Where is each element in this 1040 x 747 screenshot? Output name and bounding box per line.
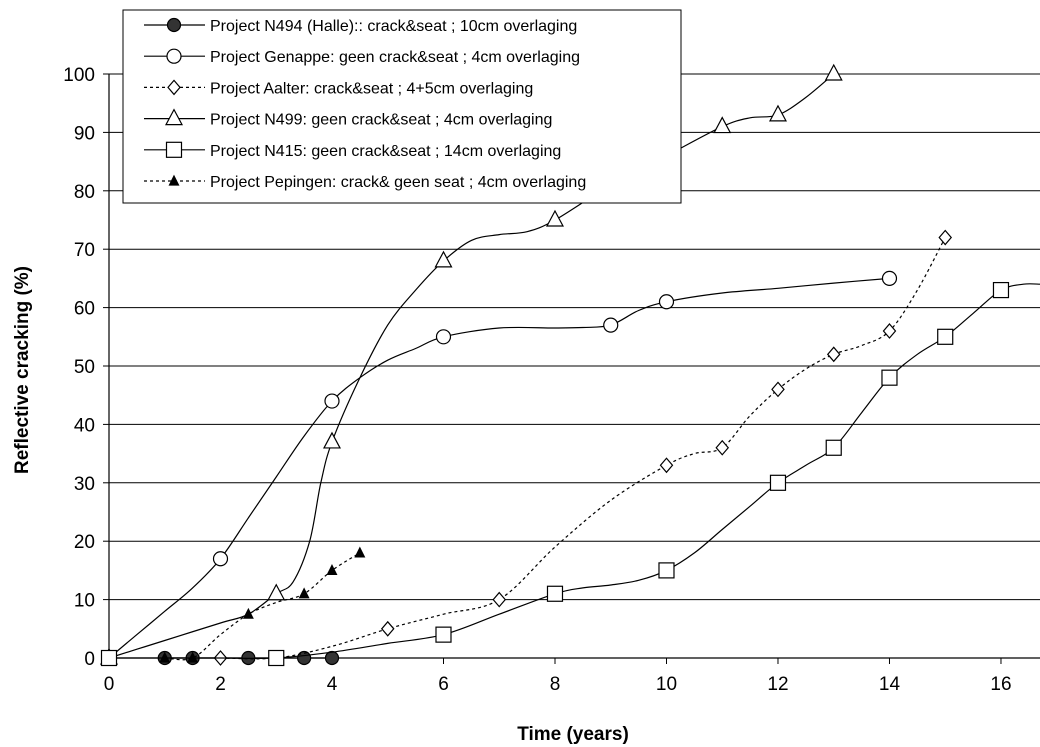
data-point: [938, 229, 953, 246]
data-point: [268, 649, 285, 667]
legend: Project N494 (Halle):: crack&seat ; 10cm…: [122, 9, 682, 204]
data-point: [434, 250, 453, 268]
x-tick-label: 2: [215, 674, 226, 695]
data-point: [435, 329, 452, 345]
y-tick-label: 10: [74, 591, 95, 612]
y-tick-label: 70: [74, 240, 95, 261]
x-tick-label: 4: [327, 674, 338, 695]
series-5: [100, 281, 1040, 667]
data-point: [715, 439, 730, 456]
y-axis-title: Reflective cracking (%): [12, 266, 33, 474]
legend-marker: [166, 48, 182, 64]
y-tick-label: 50: [74, 357, 95, 378]
x-tick-label: 8: [550, 674, 561, 695]
data-point: [298, 587, 310, 599]
x-tick-label: 6: [438, 674, 449, 695]
data-point: [881, 270, 898, 286]
tick-labels: 0 10 20 30 40 50 60 70 80 90 100 0 2 4 6 8 10 12 14 16: [63, 65, 1011, 695]
legend-marker: [165, 141, 183, 158]
x-tick-label: 14: [879, 674, 901, 695]
data-point: [324, 393, 340, 409]
data-point: [546, 585, 564, 602]
data-point: [658, 562, 675, 579]
data-point: [492, 591, 507, 608]
legend-label: Project N494 (Halle):: crack&seat ; 10cm…: [210, 18, 577, 35]
data-point: [100, 649, 118, 667]
data-point: [658, 294, 675, 310]
data-point: [354, 546, 366, 558]
x-tick-label: 10: [656, 674, 677, 695]
series-line: [220, 237, 946, 660]
y-tick-label: 30: [74, 474, 95, 495]
legend-item: Project N499: geen crack&seat ; 4cm over…: [144, 108, 552, 129]
legend-marker: [166, 17, 182, 33]
data-point: [545, 209, 564, 227]
legend-label: Project Pepingen: crack& geen seat ; 4cm…: [210, 174, 586, 191]
data-point: [242, 607, 254, 619]
data-point: [771, 381, 785, 398]
data-point: [212, 551, 229, 567]
y-tick-label: 90: [74, 123, 95, 144]
legend-item: Project N415: geen crack&seat ; 14cm ove…: [144, 141, 561, 160]
legend-label: Project Genappe: geen crack&seat ; 4cm o…: [210, 49, 580, 66]
data-point: [882, 323, 897, 339]
data-point: [826, 346, 841, 363]
y-tick-label: 20: [74, 532, 95, 553]
y-tick-label: 100: [63, 65, 95, 86]
legend-marker: [168, 174, 180, 186]
data-point: [187, 651, 199, 663]
y-tick-label: 0: [84, 649, 95, 670]
series-line: [109, 283, 1040, 660]
legend-marker: [167, 79, 181, 96]
data-point: [159, 651, 171, 663]
legend-label: Project N415: geen crack&seat ; 14cm ove…: [210, 143, 561, 160]
legend-marker: [165, 108, 183, 126]
data-point: [267, 583, 286, 601]
legend-label: Project N499: geen crack&seat ; 4cm over…: [210, 112, 552, 129]
y-tick-label: 40: [74, 415, 95, 436]
series-line: [108, 277, 890, 659]
data-point: [435, 626, 452, 643]
legend-item: Project Genappe: geen crack&seat ; 4cm o…: [144, 48, 580, 66]
data-point: [603, 317, 619, 333]
x-tick-label: 12: [767, 674, 788, 695]
legend-item: Project Aalter: crack&seat ; 4+5cm overl…: [144, 79, 533, 97]
legend-box: [122, 9, 682, 204]
data-point: [937, 328, 954, 345]
data-point: [768, 104, 787, 122]
legend-item: Project Pepingen: crack& geen seat ; 4cm…: [144, 174, 586, 191]
y-tick-label: 80: [74, 182, 95, 203]
y-tick-label: 60: [74, 299, 95, 320]
x-tick-label: 0: [104, 674, 115, 695]
legend-item: Project N494 (Halle):: crack&seat ; 10cm…: [144, 17, 577, 35]
series-layer: [100, 63, 1040, 667]
data-point: [825, 439, 842, 456]
data-point: [326, 564, 338, 576]
series-6: [159, 546, 366, 663]
data-point: [769, 474, 787, 491]
legend-label: Project Aalter: crack&seat ; 4+5cm overl…: [210, 80, 533, 97]
data-point: [824, 63, 843, 81]
series-3: [213, 229, 953, 666]
data-point: [324, 650, 340, 666]
data-point: [881, 369, 898, 386]
data-point: [992, 281, 1010, 299]
data-point: [380, 620, 395, 637]
data-point: [659, 457, 674, 474]
x-axis-title: Time (years): [517, 724, 629, 745]
data-point: [713, 116, 732, 134]
x-tick-label: 16: [990, 674, 1011, 695]
data-point: [322, 431, 341, 449]
